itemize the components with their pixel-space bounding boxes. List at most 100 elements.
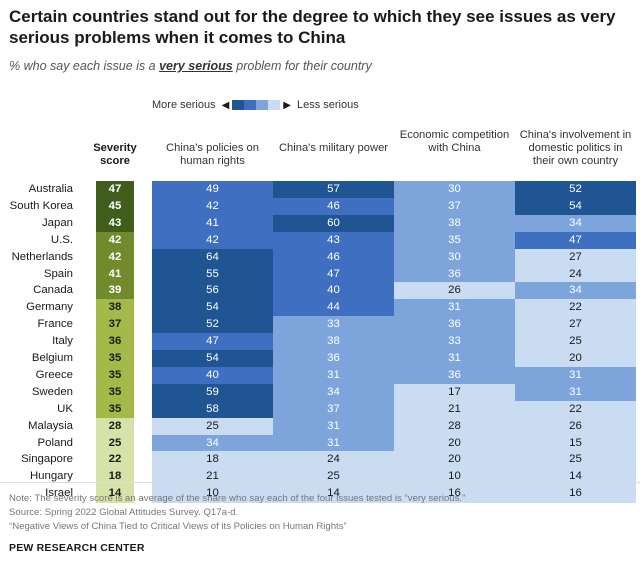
heatmap-cell: 44 [273, 299, 394, 317]
heatmap-cell: 31 [273, 417, 394, 435]
severity-cell: 18 [96, 468, 134, 486]
country-label: Greece [35, 368, 73, 381]
color-legend: More serious ◀ ▶ Less serious [152, 97, 359, 113]
heatmap-cell: 27 [515, 248, 636, 266]
heatmap-cell: 25 [515, 333, 636, 351]
heatmap-cell: 54 [152, 299, 273, 317]
heatmap-cell: 31 [273, 434, 394, 452]
legend-swatch-2 [244, 100, 257, 110]
heatmap-cell: 28 [394, 417, 515, 435]
severity-cell: 35 [96, 383, 134, 402]
severity-cell: 35 [96, 400, 134, 419]
severity-cell: 47 [96, 181, 134, 199]
heatmap-cell: 31 [394, 299, 515, 317]
heatmap-cell: 26 [394, 282, 515, 300]
country-label: Canada [33, 284, 73, 297]
country-label: Italy [52, 335, 73, 348]
heatmap-cell: 38 [394, 214, 515, 233]
pew-logo-text: PEW RESEARCH CENTER [9, 542, 145, 554]
severity-cell: 22 [96, 451, 134, 469]
heatmap-cell: 40 [152, 366, 273, 385]
heatmap-cell: 42 [152, 231, 273, 250]
severity-cell: 42 [96, 248, 134, 266]
heatmap-cell: 34 [515, 214, 636, 233]
heatmap-cell: 55 [152, 265, 273, 283]
heatmap-cell: 54 [515, 197, 636, 216]
chart-title: Certain countries stand out for the degr… [9, 7, 616, 47]
heatmap-cell: 47 [273, 265, 394, 283]
country-label: Hungary [29, 470, 73, 483]
legend-swatch-4 [268, 100, 281, 110]
heatmap-cell: 38 [273, 333, 394, 351]
severity-cell: 35 [96, 350, 134, 368]
heatmap-cell: 34 [515, 282, 636, 300]
heatmap-cell: 58 [152, 400, 273, 419]
heatmap-cell: 59 [152, 383, 273, 402]
subtitle-emphasis: very serious [159, 59, 233, 73]
severity-cell: 38 [96, 299, 134, 317]
heatmap-cell: 20 [394, 434, 515, 452]
heatmap-cell: 36 [394, 265, 515, 283]
country-label: Australia [28, 183, 73, 195]
heatmap-cell: 37 [394, 197, 515, 216]
country-label: Spain [43, 267, 73, 280]
heatmap-cell: 21 [152, 468, 273, 486]
severity-cell: 42 [96, 231, 134, 250]
chart-subtitle: % who say each issue is a very serious p… [9, 59, 372, 73]
heatmap-cell: 14 [273, 485, 394, 503]
severity-cell: 45 [96, 197, 134, 216]
heatmap-cell: 46 [273, 248, 394, 266]
heatmap-cell: 24 [273, 451, 394, 469]
heatmap-cell: 17 [394, 383, 515, 402]
heatmap-cell: 43 [273, 231, 394, 250]
heatmap-cell: 49 [152, 181, 273, 199]
country-label: Singapore [21, 453, 73, 466]
heatmap-cell: 47 [152, 333, 273, 351]
heatmap-cell: 21 [394, 400, 515, 419]
heatmap-cell: 15 [515, 434, 636, 452]
heatmap-cell: 64 [152, 248, 273, 266]
country-label: Netherlands [11, 250, 73, 263]
left-arrow-icon: ◀ [221, 99, 230, 111]
heatmap-cell: 56 [152, 282, 273, 300]
legend-less-label: Less serious [296, 99, 359, 111]
heatmap-cell: 46 [273, 197, 394, 216]
legend-swatch-1 [232, 100, 245, 110]
heatmap-cell: 34 [273, 383, 394, 402]
heatmap-cell: 24 [515, 265, 636, 283]
severity-cell: 43 [96, 214, 134, 233]
right-arrow-icon: ▶ [283, 99, 291, 111]
country-label: France [37, 318, 73, 331]
heatmap-cell: 37 [273, 400, 394, 419]
heatmap-cell: 41 [152, 214, 273, 233]
report-title-text: “Negative Views of China Tied to Critica… [9, 521, 347, 532]
country-label: Sweden [31, 385, 73, 398]
severity-cell: 14 [96, 485, 134, 503]
heatmap-cell: 25 [273, 468, 394, 486]
severity-cell: 39 [96, 282, 134, 300]
heatmap-cell: 52 [515, 181, 636, 199]
heatmap-cell: 26 [515, 417, 636, 435]
heatmap-cell: 25 [152, 417, 273, 435]
heatmap-cell: 33 [273, 316, 394, 334]
heatmap-cell: 54 [152, 350, 273, 368]
country-label: Israel [45, 487, 73, 500]
severity-cell: 25 [96, 434, 134, 452]
heatmap-cell: 25 [515, 451, 636, 469]
legend-swatch-3 [256, 100, 269, 110]
legend-more-label: More serious [152, 99, 216, 111]
heatmap-cell: 14 [515, 468, 636, 486]
heatmap-cell: 36 [394, 366, 515, 385]
heatmap-cell: 57 [273, 181, 394, 199]
heatmap-cell: 16 [515, 485, 636, 503]
severity-cell: 28 [96, 417, 134, 435]
heatmap-cell: 31 [515, 383, 636, 402]
heatmap-cell: 30 [394, 181, 515, 199]
heatmap-cell: 33 [394, 333, 515, 351]
heatmap-cell: 22 [515, 400, 636, 419]
heatmap-cell: 10 [152, 485, 273, 503]
country-label: Poland [37, 436, 73, 449]
note-text: Note: The severity score is an average o… [9, 493, 466, 504]
heatmap-cell: 31 [394, 350, 515, 368]
heatmap-cell: 42 [152, 197, 273, 216]
